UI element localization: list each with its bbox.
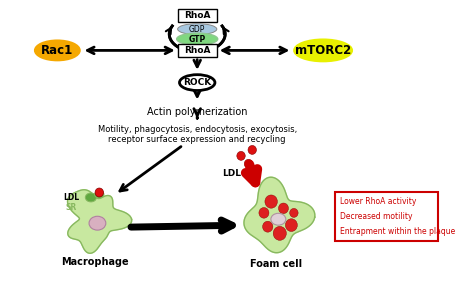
Bar [335,192,438,241]
Text: Macrophage: Macrophage [61,257,128,267]
Text: Decreased motility: Decreased motility [340,212,412,221]
Circle shape [263,221,273,232]
Bar [178,9,217,22]
Circle shape [265,195,277,208]
Text: RhoA: RhoA [184,46,210,55]
Circle shape [237,151,245,160]
Text: Foam cell: Foam cell [250,259,302,269]
Text: GTP: GTP [189,35,206,44]
Text: Motility, phagocytosis, endocytosis, exocytosis,: Motility, phagocytosis, endocytosis, exo… [98,125,297,134]
Ellipse shape [178,24,217,35]
Text: receptor surface expression and recycling: receptor surface expression and recyclin… [109,135,286,144]
Circle shape [285,219,297,231]
Circle shape [290,208,298,217]
Text: RhoA: RhoA [184,11,210,20]
Ellipse shape [95,191,104,198]
Text: ROCK: ROCK [183,78,211,87]
Circle shape [95,188,103,197]
Text: GDP: GDP [189,25,205,34]
Ellipse shape [85,193,97,202]
Bar [178,44,217,57]
Ellipse shape [177,33,218,45]
Text: LDL: LDL [222,169,241,178]
Text: mTORC2: mTORC2 [295,44,351,57]
Circle shape [273,226,286,240]
Text: Lower RhoA activity: Lower RhoA activity [340,197,416,206]
Circle shape [248,145,256,154]
Circle shape [244,159,253,168]
Ellipse shape [35,40,80,60]
Ellipse shape [294,40,352,61]
Polygon shape [67,190,132,253]
Polygon shape [244,177,315,253]
Text: Actin polymerization: Actin polymerization [147,107,247,117]
Text: Rac1: Rac1 [41,44,73,57]
Circle shape [259,207,269,218]
Ellipse shape [180,75,215,91]
Ellipse shape [89,216,106,230]
Text: Entrapment within the plaque: Entrapment within the plaque [340,227,455,236]
Circle shape [275,216,283,225]
Ellipse shape [271,213,286,225]
Circle shape [279,203,289,214]
Text: SR: SR [66,203,77,212]
Text: LDL: LDL [63,193,79,202]
